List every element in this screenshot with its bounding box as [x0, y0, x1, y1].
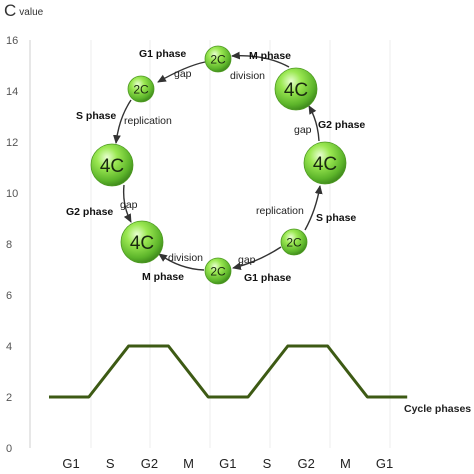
cell-label: 2C: [210, 53, 226, 67]
cycle-arrows: [113, 51, 323, 271]
cell-4c: 4C: [274, 67, 318, 111]
label-g1-phase-top: G1 phase: [139, 48, 186, 60]
label-division-bottom: division: [168, 252, 203, 264]
cycle-arrow: [122, 184, 132, 223]
cell-label: 4C: [313, 154, 337, 175]
y-tick-label: 16: [6, 35, 18, 47]
y-tick-label: 12: [6, 137, 18, 149]
cycle-arrow: [304, 185, 323, 231]
cell-label: 2C: [210, 265, 226, 279]
y-tick-label: 4: [6, 341, 12, 353]
label-gap-bottom: gap: [238, 254, 256, 266]
label-replication-left: replication: [124, 115, 172, 127]
label-replication-right: replication: [256, 205, 304, 217]
c-value-series: [49, 344, 408, 399]
label-m-phase-bottom: M phase: [142, 271, 184, 283]
y-tick-label: 2: [6, 392, 12, 404]
x-tick-label: S: [263, 456, 272, 471]
label-g2-phase-right: G2 phase: [318, 119, 365, 131]
cell-2c: 2C: [204, 45, 232, 73]
x-axis: G1 S G2 M G1 S G2 M G1: [62, 456, 393, 471]
cycle-diagram: G1 phase gap M phase division S phase re…: [66, 45, 365, 285]
y-axis-title-main: C: [4, 1, 16, 20]
y-axis: 0 2 4 6 8 10 12 14 16: [6, 35, 18, 455]
x-tick-label: G1: [62, 456, 79, 471]
cell-label: 4C: [130, 233, 154, 254]
cell-2c: 2C: [280, 228, 308, 256]
label-division-top: division: [230, 70, 265, 82]
label-g2-phase-left: G2 phase: [66, 206, 113, 218]
cell-4c: 4C: [303, 141, 347, 185]
label-g1-phase-bottom: G1 phase: [244, 272, 291, 284]
cell-2c: 2C: [127, 75, 155, 103]
cycle-arrow: [158, 253, 205, 271]
x-tick-label: G2: [141, 456, 158, 471]
cell-4c: 4C: [120, 220, 164, 264]
cell-4c: 4C: [90, 143, 134, 187]
x-tick-label: G2: [298, 456, 315, 471]
x-tick-label: S: [106, 456, 115, 471]
cycle-arrow: [232, 246, 282, 270]
cell-label: 4C: [284, 80, 308, 101]
cycle-arrow: [231, 51, 290, 68]
label-m-phase-top: M phase: [249, 50, 291, 62]
label-gap-left: gap: [120, 199, 138, 211]
y-axis-title-sub: value: [19, 7, 43, 18]
label-s-phase-right: S phase: [316, 212, 356, 224]
x-axis-title: Cycle phases: [404, 403, 471, 415]
series-line: [49, 344, 408, 399]
cell-label: 2C: [286, 236, 302, 250]
cycle-arrow: [308, 105, 320, 142]
cell-label: 2C: [133, 83, 149, 97]
y-tick-label: 14: [6, 86, 18, 98]
y-tick-label: 10: [6, 188, 18, 200]
y-tick-label: 6: [6, 290, 12, 302]
cell-label: 4C: [100, 156, 124, 177]
x-tick-label: M: [340, 456, 351, 471]
cells: 2C 4C 4C 2C 2C 4C 4C 2C: [90, 45, 347, 285]
label-gap-right: gap: [294, 124, 312, 136]
label-gap-top-left: gap: [174, 68, 192, 80]
y-tick-label: 0: [6, 443, 12, 455]
x-tick-label: G1: [376, 456, 393, 471]
cycle-arrow: [157, 61, 206, 83]
x-tick-label: M: [183, 456, 194, 471]
label-s-phase-left: S phase: [76, 110, 116, 122]
x-tick-label: G1: [219, 456, 236, 471]
cycle-arrow: [113, 99, 132, 144]
gridlines: [29, 40, 391, 448]
cell-2c: 2C: [204, 257, 232, 285]
y-tick-label: 8: [6, 239, 12, 251]
